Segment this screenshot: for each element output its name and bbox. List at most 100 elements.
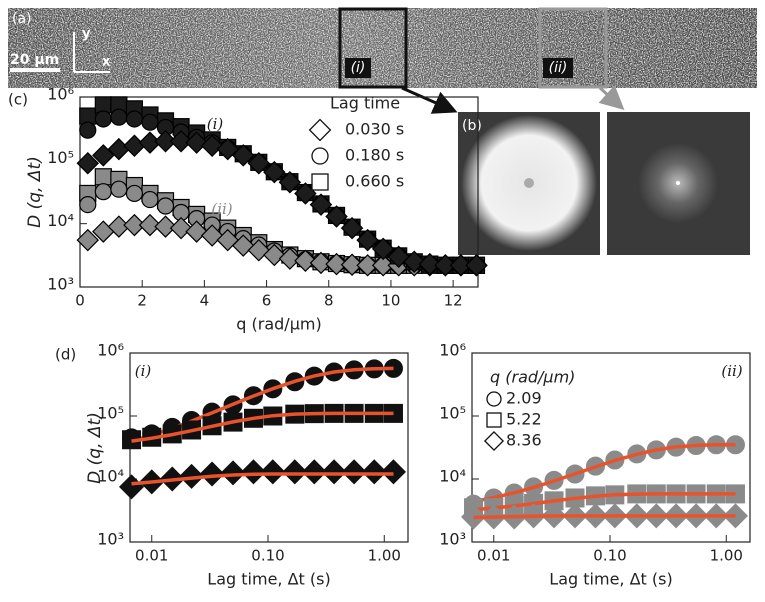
data-point [434, 254, 457, 277]
legend-marker [311, 173, 329, 191]
roi-label: (ii) [549, 60, 568, 76]
fit-line [473, 492, 736, 512]
y-tick-label: 10³ [47, 275, 74, 294]
x-axis-label: Lag time, Δt (s) [549, 570, 672, 589]
fit-line [473, 514, 736, 520]
data-point [340, 253, 364, 276]
data-point [76, 151, 100, 175]
data-point [309, 193, 333, 216]
y-axis-label: D (q, Δt) [85, 412, 105, 484]
y-tick-label: 10³ [97, 530, 124, 549]
x-tick-label: 2 [137, 292, 147, 310]
data-point [380, 459, 406, 485]
annotation: (i) [135, 362, 152, 380]
data-point [340, 216, 364, 240]
x-tick-label: 0 [75, 292, 85, 310]
x-tick-label: 0.10 [593, 547, 626, 565]
annotation: (ii) [211, 200, 232, 218]
data-point [361, 459, 387, 485]
y-tick-label: 10⁶ [47, 85, 74, 104]
roi-label-bg [345, 58, 371, 78]
data-point [325, 205, 348, 228]
y-tick-label: 10⁵ [47, 148, 74, 167]
data-point [247, 239, 271, 262]
data-point [94, 110, 112, 128]
data-point [200, 134, 224, 157]
data-point [282, 459, 308, 485]
scale-bar-label: 20 µm [10, 52, 59, 68]
data-point [278, 171, 302, 194]
legend-label: 0.660 s [345, 172, 404, 191]
data-point [79, 196, 97, 214]
data-point [263, 160, 286, 184]
data-point [321, 459, 347, 485]
data-point [92, 144, 115, 167]
panel-b: (b) [458, 112, 750, 255]
data-point [110, 180, 128, 198]
data-point [294, 249, 317, 272]
data-point [79, 121, 97, 139]
y-tick-label: 10⁶ [439, 341, 466, 360]
annotation: (ii) [721, 362, 742, 380]
data-point [220, 460, 246, 486]
x-tick-label: 8 [324, 292, 334, 310]
legend-label: 5.22 [506, 410, 542, 429]
data-point [216, 137, 239, 161]
data-point [123, 213, 146, 237]
data-point [141, 190, 159, 209]
y-axis-label: D (q, Δt) [25, 156, 45, 228]
data-point [94, 168, 112, 186]
fit-line [473, 442, 736, 504]
x-tick-label: 0.01 [135, 547, 168, 565]
data-point [371, 254, 395, 277]
legend-marker [311, 147, 329, 165]
legend-marker [308, 118, 332, 142]
data-point [247, 151, 271, 175]
panel-label: (c) [8, 91, 28, 109]
plot-frame [471, 352, 751, 543]
fit-line [131, 472, 394, 486]
data-point [123, 134, 146, 157]
x-axis-label: q (rad/µm) [236, 315, 321, 334]
roi-label: (i) [351, 60, 366, 76]
legend-title: q (rad/µm) [490, 368, 575, 387]
x-tick-label: 1.00 [710, 547, 743, 565]
y-tick-label: 10⁵ [439, 404, 466, 423]
x-tick-label: 1.00 [368, 547, 401, 565]
axis-x-label: x [102, 55, 111, 70]
data-point [356, 228, 379, 252]
data-point [185, 131, 208, 154]
y-tick-label: 10⁴ [97, 467, 124, 486]
data-point [231, 144, 255, 167]
x-axis-label: Lag time, Δt (s) [207, 570, 330, 589]
data-point [154, 215, 177, 238]
y-tick-label: 10⁴ [439, 467, 466, 486]
legend-label: 0.030 s [345, 120, 404, 139]
legend-title: Lag time [330, 94, 400, 113]
data-point [138, 213, 162, 237]
data-point [309, 251, 333, 275]
roi-label-bg [543, 58, 573, 78]
x-tick-label: 6 [262, 292, 272, 310]
data-point [169, 130, 193, 153]
data-point [169, 216, 193, 240]
data-point [199, 461, 225, 487]
data-point [156, 197, 175, 215]
arrow [598, 85, 625, 111]
legend-label: 2.09 [506, 389, 542, 408]
data-point [154, 130, 177, 153]
data-point [231, 234, 255, 257]
data-point [125, 110, 144, 128]
panel-a: (a) 20 µm y x (i) (ii) [8, 7, 757, 114]
data-point [125, 184, 144, 203]
x-tick-label: 10 [381, 292, 400, 310]
data-point [325, 252, 348, 276]
data-point [263, 243, 286, 267]
legend-marker [483, 430, 505, 452]
scale-bar [10, 68, 60, 72]
legend-label: 8.36 [506, 431, 542, 450]
y-tick-label: 10³ [439, 530, 466, 549]
y-tick-label: 10⁵ [97, 404, 124, 423]
legend-label: 0.180 s [345, 146, 404, 165]
